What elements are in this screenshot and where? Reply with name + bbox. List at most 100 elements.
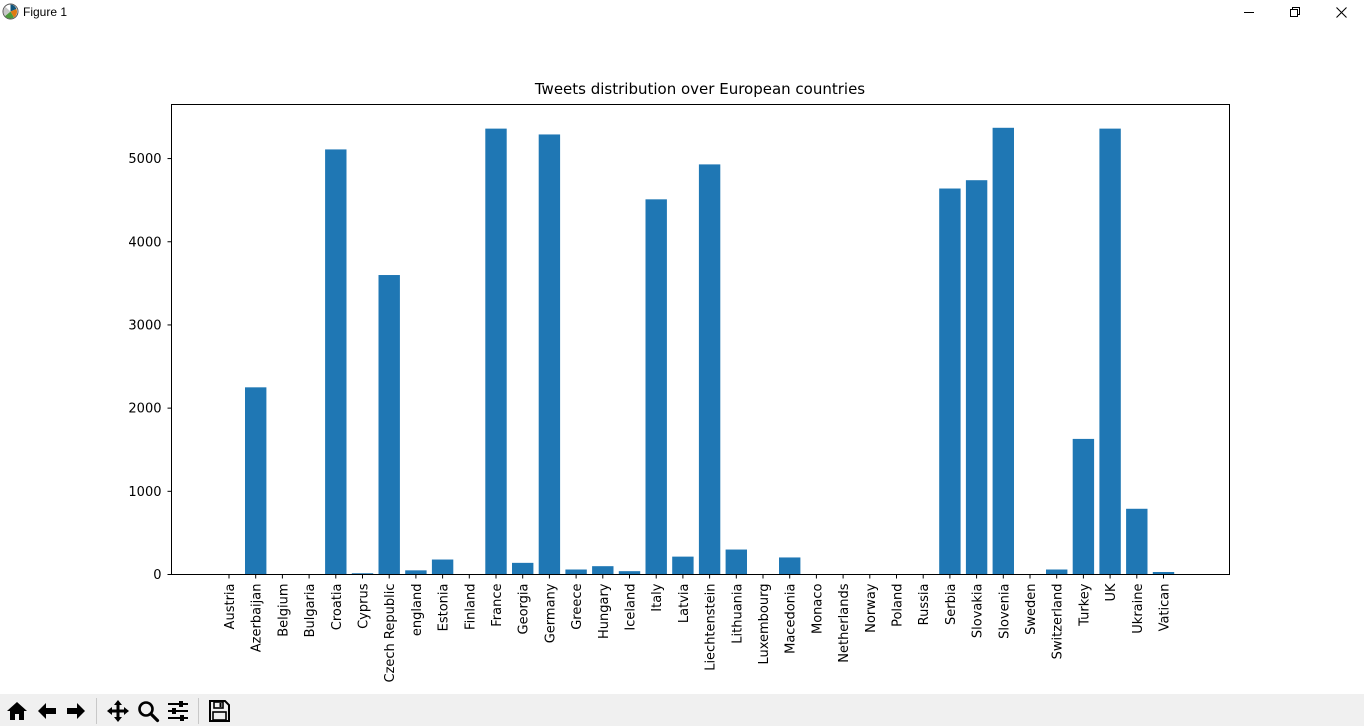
- y-tick-label: 3000: [128, 318, 161, 333]
- bar-slovenia: [992, 127, 1014, 575]
- bar-vatican: [1152, 572, 1175, 575]
- minimize-icon: [1244, 12, 1254, 13]
- bar-switzerland: [1046, 569, 1068, 575]
- x-tick-label: Vatican: [1158, 584, 1173, 632]
- x-tick-label: Turkey: [1077, 583, 1092, 627]
- x-tick-label: Estonia: [437, 584, 452, 632]
- bar-georgia: [512, 562, 534, 575]
- bar-germany: [538, 134, 561, 575]
- bar-latvia: [672, 556, 694, 575]
- maximize-icon: [1290, 7, 1300, 17]
- x-tick-label: France: [490, 584, 505, 627]
- close-button[interactable]: [1318, 0, 1364, 24]
- bar-iceland: [618, 571, 641, 575]
- bar-czech-republic: [378, 275, 400, 575]
- x-tick-label: Serbia: [944, 584, 959, 625]
- move-icon: [107, 700, 129, 722]
- x-tick-label: Sweden: [1024, 584, 1039, 635]
- x-tick-label: england: [410, 584, 425, 637]
- y-axis: 0 1000 2000 3000 4000 5000: [128, 152, 172, 583]
- window-title: Figure 1: [23, 5, 68, 19]
- magnifier-icon: [138, 701, 160, 723]
- bar-serbia: [939, 188, 961, 575]
- x-tick-label: Georgia: [517, 584, 532, 635]
- x-tick-label: Macedonia: [784, 584, 799, 654]
- bar-cyprus: [351, 573, 374, 575]
- x-tick-label: Bulgaria: [303, 584, 318, 638]
- x-tick-label: Russia: [917, 584, 932, 626]
- x-tick-label: Italy: [650, 583, 665, 612]
- bar-ukraine: [1126, 508, 1148, 575]
- x-tick-label: Norway: [864, 583, 879, 633]
- x-tick-label: Latvia: [677, 584, 692, 624]
- bar-slovakia: [965, 180, 988, 575]
- x-tick-label: Slovenia: [997, 584, 1012, 639]
- bar-france: [485, 128, 507, 575]
- bars-group: [245, 127, 1175, 575]
- x-tick-label: Germany: [543, 583, 558, 643]
- bar-turkey: [1072, 438, 1095, 575]
- bar-estonia: [431, 559, 454, 575]
- title-bar[interactable]: Figure 1: [0, 0, 1364, 24]
- x-tick-label: Lithuania: [730, 584, 745, 644]
- bar-greece: [565, 569, 587, 575]
- x-tick-label: Cyprus: [357, 583, 372, 629]
- y-tick-label: 2000: [128, 402, 161, 417]
- minimize-button[interactable]: [1226, 0, 1272, 24]
- bar-uk: [1099, 128, 1121, 575]
- zoom-button[interactable]: [134, 697, 162, 725]
- x-tick-label: Netherlands: [837, 583, 852, 662]
- arrow-left-icon: [38, 703, 56, 719]
- bar-macedonia: [779, 557, 801, 575]
- x-tick-label: Austria: [223, 584, 238, 630]
- x-axis: Austria Azerbaijan Belgium Bulgaria Croatia C…: [223, 574, 1173, 683]
- bar-chart: 0 1000 2000 3000 4000 5000 Austria Azerbaijan B…: [128, 80, 1230, 683]
- x-tick-label: UK: [1104, 583, 1119, 602]
- x-tick-label: Ukraine: [1131, 584, 1146, 634]
- y-tick-label: 5000: [128, 152, 161, 167]
- x-tick-label: Switzerland: [1051, 584, 1066, 660]
- configure-subplots-button[interactable]: [164, 697, 192, 725]
- toolbar-separator: [198, 698, 199, 724]
- maximize-button[interactable]: [1272, 0, 1318, 24]
- save-button[interactable]: [205, 697, 233, 725]
- bar-liechtenstein: [698, 164, 721, 575]
- x-tick-label: Liechtenstein: [704, 584, 719, 671]
- figure-canvas[interactable]: 0 1000 2000 3000 4000 5000 Austria Azerbaijan B…: [0, 24, 1364, 694]
- pan-button[interactable]: [104, 697, 132, 725]
- axes-frame: [171, 104, 1230, 575]
- y-tick-label: 1000: [128, 485, 161, 500]
- x-tick-label: Monaco: [810, 583, 825, 634]
- sliders-icon: [168, 701, 188, 721]
- x-tick-label: Belgium: [276, 584, 291, 637]
- y-tick-label: 4000: [128, 235, 161, 250]
- matplotlib-icon: [2, 3, 19, 20]
- navigation-toolbar: [0, 694, 1364, 726]
- arrow-right-icon: [67, 703, 85, 719]
- x-tick-label: Iceland: [624, 584, 639, 631]
- x-tick-label: Azerbaijan: [250, 584, 265, 653]
- x-tick-label: Hungary: [597, 583, 612, 639]
- bar-hungary: [592, 566, 614, 575]
- x-tick-label: Slovakia: [971, 584, 986, 639]
- floppy-disk-icon: [209, 700, 230, 722]
- x-tick-label: Greece: [570, 584, 585, 630]
- y-tick-label: 0: [153, 568, 161, 583]
- x-tick-label: Finland: [463, 584, 478, 630]
- bar-croatia: [325, 149, 347, 575]
- toolbar-separator: [96, 698, 97, 724]
- bar-lithuania: [725, 549, 747, 575]
- chart-title: Tweets distribution over European countr…: [534, 80, 865, 98]
- x-tick-label: Croatia: [330, 584, 345, 631]
- bar-england: [405, 570, 427, 575]
- forward-button[interactable]: [62, 697, 90, 725]
- bar-azerbaijan: [245, 387, 267, 575]
- home-button[interactable]: [3, 697, 31, 725]
- close-icon: [1335, 6, 1347, 18]
- bar-italy: [645, 199, 667, 575]
- x-tick-label: Czech Republic: [383, 584, 398, 683]
- x-tick-label: Luxembourg: [757, 584, 772, 665]
- back-button[interactable]: [33, 697, 61, 725]
- x-tick-label: Poland: [891, 584, 906, 627]
